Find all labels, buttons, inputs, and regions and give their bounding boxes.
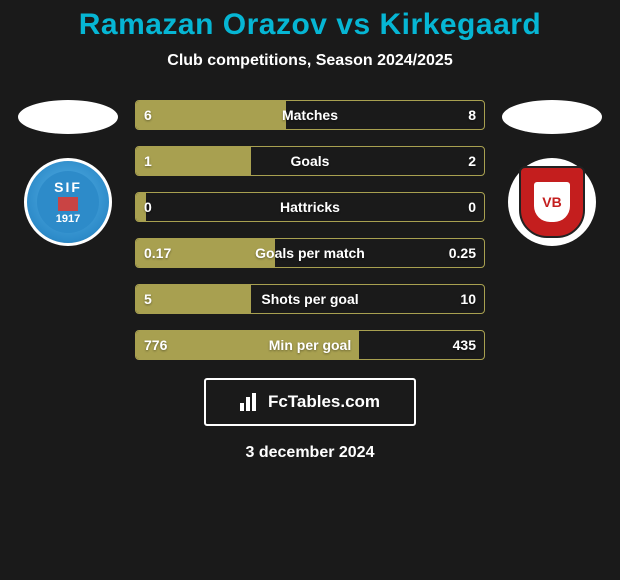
stat-left-value: 776 <box>144 337 167 353</box>
left-badge-inner: SIF 1917 <box>37 171 99 233</box>
left-badge-icon <box>58 197 78 211</box>
stat-fill <box>136 147 251 175</box>
stat-fill <box>136 285 251 313</box>
stat-label: Matches <box>282 107 338 123</box>
stat-left-value: 1 <box>144 153 152 169</box>
stat-right-value: 10 <box>460 291 476 307</box>
stat-right-value: 0.25 <box>449 245 476 261</box>
left-flag-icon <box>18 100 118 134</box>
stat-right-value: 2 <box>468 153 476 169</box>
right-badge-label: VB <box>534 182 570 222</box>
watermark-badge: FcTables.com <box>204 378 416 426</box>
left-club-badge: SIF 1917 <box>24 158 112 246</box>
left-side: SIF 1917 <box>13 100 123 246</box>
stat-row: 0.17 Goals per match 0.25 <box>135 238 485 268</box>
left-badge-year: 1917 <box>56 213 80 225</box>
stat-label: Hattricks <box>280 199 340 215</box>
stat-label: Min per goal <box>269 337 351 353</box>
stat-row: 1 Goals 2 <box>135 146 485 176</box>
left-badge-label: SIF <box>54 179 82 195</box>
main-content: SIF 1917 6 Matches 8 1 Goals 2 0 Hattricks 0 0.17… <box>0 100 620 360</box>
stat-right-value: 0 <box>468 199 476 215</box>
stat-label: Goals per match <box>255 245 365 261</box>
right-club-badge: VB <box>508 158 596 246</box>
stat-label: Goals <box>291 153 330 169</box>
stat-right-value: 435 <box>453 337 476 353</box>
stat-left-value: 0 <box>144 199 152 215</box>
infographic-container: Ramazan Orazov vs Kirkegaard Club compet… <box>0 0 620 580</box>
stat-row: 0 Hattricks 0 <box>135 192 485 222</box>
page-subtitle: Club competitions, Season 2024/2025 <box>0 52 620 70</box>
bars-icon <box>240 393 262 411</box>
date-text: 3 december 2024 <box>0 444 620 462</box>
stat-right-value: 8 <box>468 107 476 123</box>
stat-label: Shots per goal <box>261 291 358 307</box>
stats-panel: 6 Matches 8 1 Goals 2 0 Hattricks 0 0.17 Goals per… <box>135 100 485 360</box>
stat-fill <box>136 101 286 129</box>
watermark-text: FcTables.com <box>268 392 380 412</box>
stat-left-value: 5 <box>144 291 152 307</box>
stat-row: 776 Min per goal 435 <box>135 330 485 360</box>
stat-left-value: 6 <box>144 107 152 123</box>
stat-row: 5 Shots per goal 10 <box>135 284 485 314</box>
right-badge-shield: VB <box>519 166 585 238</box>
right-side: VB <box>497 100 607 246</box>
stat-left-value: 0.17 <box>144 245 171 261</box>
stat-row: 6 Matches 8 <box>135 100 485 130</box>
page-title: Ramazan Orazov vs Kirkegaard <box>0 8 620 42</box>
right-flag-icon <box>502 100 602 134</box>
